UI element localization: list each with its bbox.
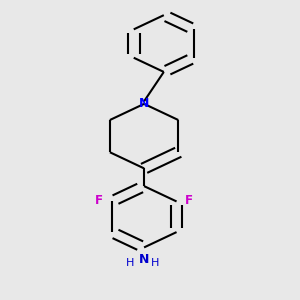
Text: F: F <box>185 194 193 207</box>
Text: N: N <box>139 253 149 266</box>
Text: F: F <box>95 194 103 207</box>
Text: H: H <box>126 258 134 268</box>
Text: H: H <box>151 258 160 268</box>
Text: N: N <box>139 98 149 110</box>
